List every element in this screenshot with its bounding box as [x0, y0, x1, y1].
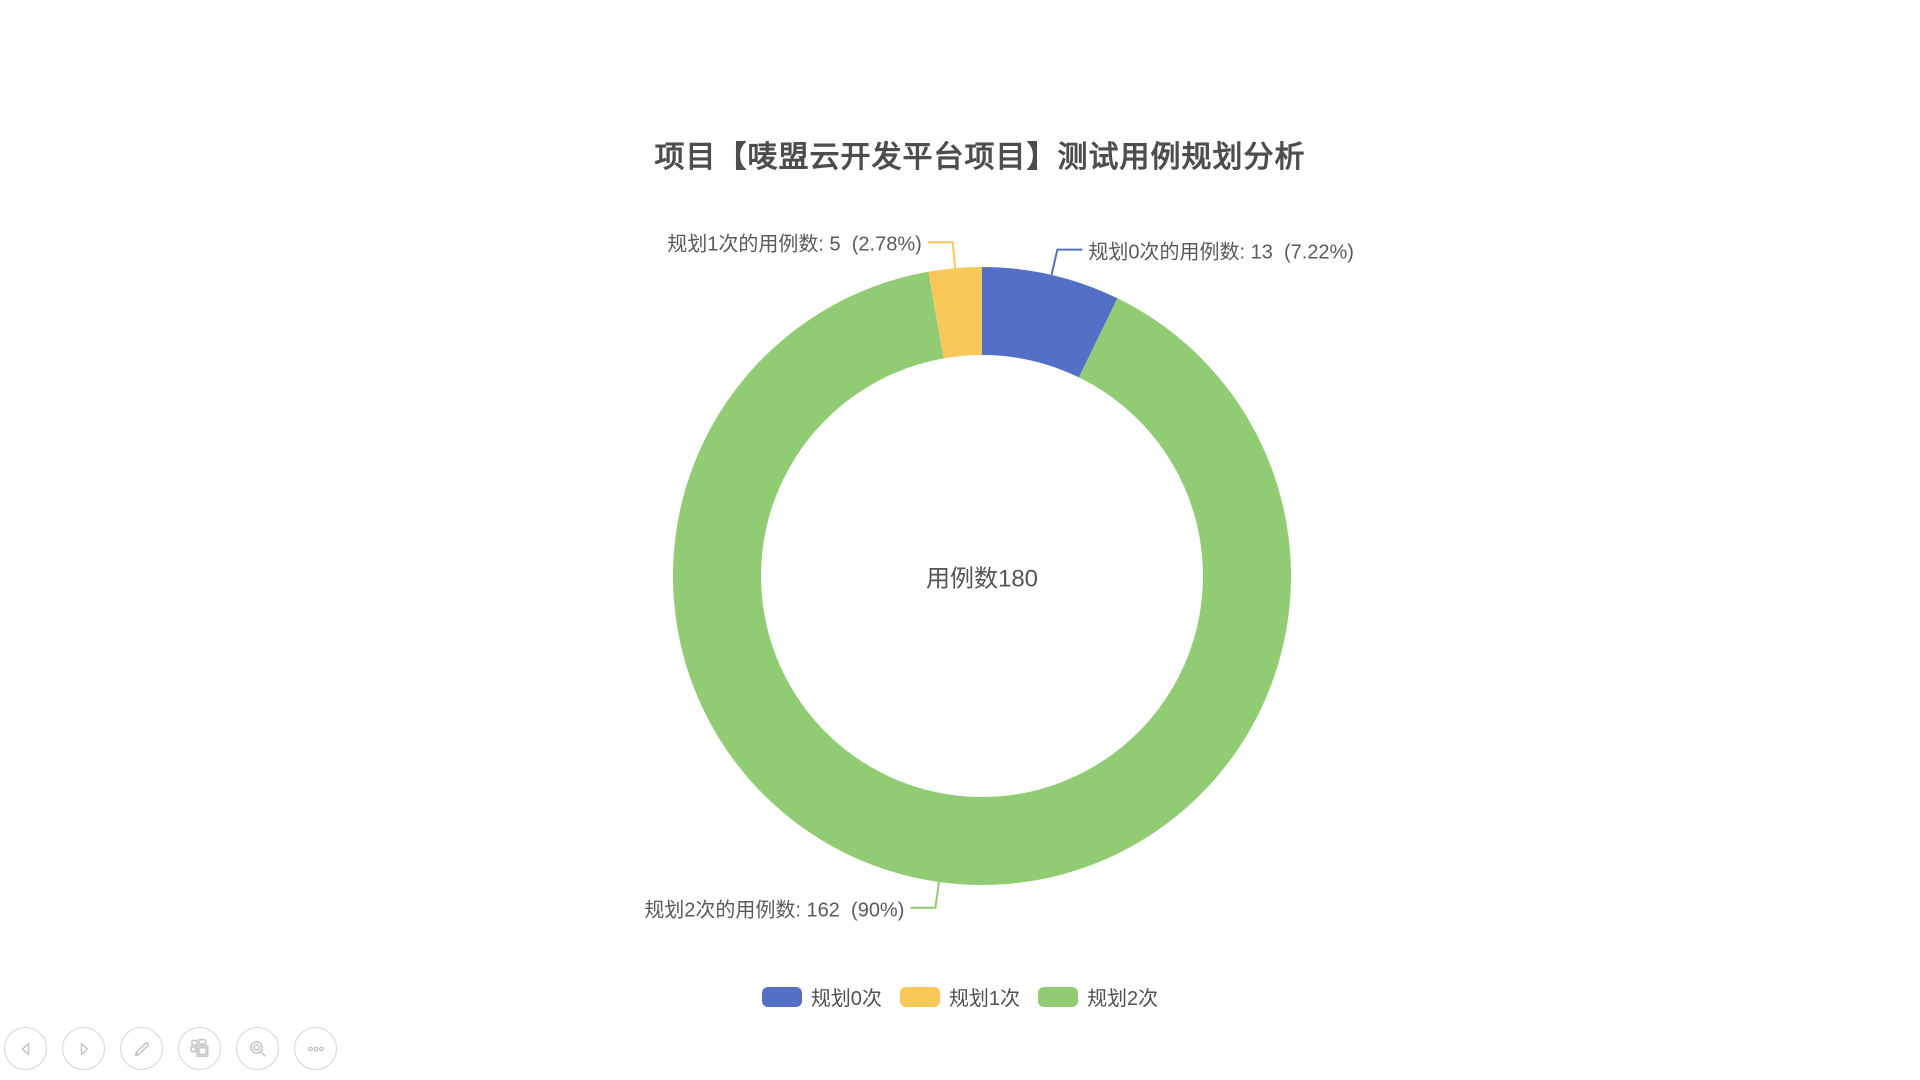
legend-item-plan0[interactable]: 规划0次 — [761, 982, 882, 1011]
nav-forward-icon — [80, 1042, 88, 1055]
pie-segment-规划0次[interactable] — [982, 267, 1118, 378]
nav-forward-button[interactable] — [62, 1027, 105, 1070]
legend-label-plan2: 规划2次 — [1087, 988, 1159, 1010]
pie-segment-规划1次[interactable] — [928, 267, 982, 359]
legend-marker-plan0 — [761, 986, 802, 1007]
legend-label-plan1: 规划1次 — [948, 988, 1021, 1010]
zoom-magnifier-button[interactable] — [236, 1027, 279, 1070]
more-ellipsis-button[interactable] — [294, 1027, 337, 1070]
callout-label-plan2: 规划2次的用例数: 162 (90%) — [644, 899, 905, 922]
legend-marker-plan2 — [1038, 986, 1079, 1007]
zoom-magnifier-icon — [249, 1040, 266, 1057]
callout-label-plan0: 规划0次的用例数: 13 (7.22%) — [1088, 241, 1354, 264]
legend-label-plan0: 规划0次 — [810, 988, 882, 1010]
donut-center-label: 用例数180 — [925, 565, 1039, 593]
more-ellipsis-icon — [307, 1045, 324, 1052]
viewer-toolbar — [4, 1027, 337, 1070]
label-line-规划0次 — [1050, 248, 1083, 277]
legend-marker-plan1 — [899, 986, 940, 1007]
legend-item-plan1[interactable]: 规划1次 — [899, 982, 1021, 1011]
layout-squares-button[interactable] — [178, 1027, 221, 1070]
nav-back-icon — [21, 1042, 29, 1055]
edit-pencil-button[interactable] — [120, 1027, 163, 1070]
layout-squares-icon — [189, 1038, 208, 1057]
chart-title: 项目【唛盟云开发平台项目】测试用例规划分析 — [654, 141, 1306, 174]
callout-label-plan1: 规划1次的用例数: 5 (2.78%) — [667, 233, 922, 256]
legend-item-plan2[interactable]: 规划2次 — [1038, 982, 1158, 1011]
chart-legend: 规划0次 规划1次 规划2次 — [0, 982, 1920, 1011]
edit-pencil-icon — [134, 1041, 149, 1056]
label-line-规划2次 — [910, 880, 941, 909]
label-line-规划1次 — [927, 241, 957, 270]
nav-back-button[interactable] — [4, 1027, 47, 1070]
